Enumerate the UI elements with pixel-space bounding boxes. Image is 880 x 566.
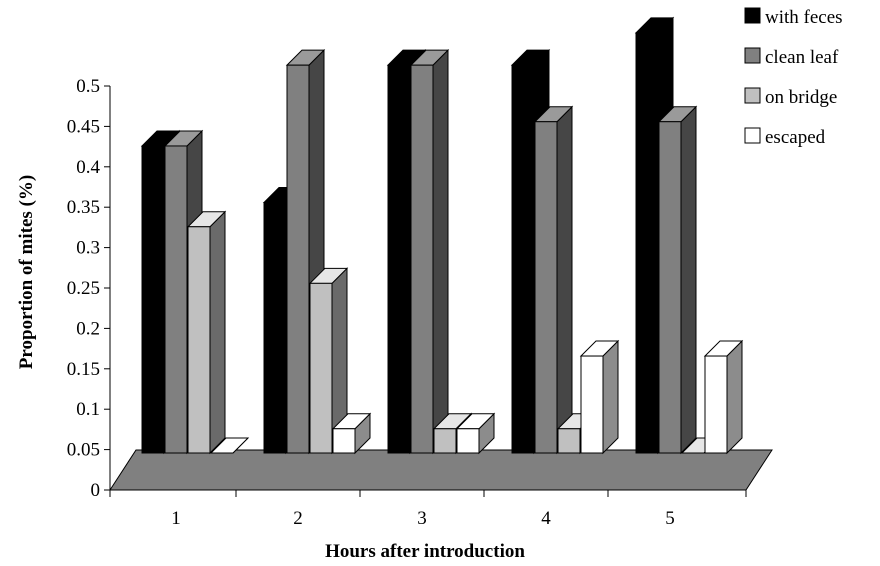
y-tick-label: 0.2: [76, 318, 100, 339]
bar-side: [602, 339, 619, 455]
bar: [308, 267, 349, 455]
legend-item: with feces: [744, 7, 843, 28]
bar-front: [580, 355, 604, 454]
bar-front: [187, 226, 211, 454]
bar-top: [209, 437, 250, 454]
bar-front: [511, 64, 535, 454]
legend-swatch: [744, 47, 761, 64]
legend-item: escaped: [744, 127, 826, 148]
x-tick-label: 2: [293, 508, 303, 529]
bar-front: [164, 145, 188, 454]
legend-item: clean leaf: [744, 47, 839, 68]
bar-front: [557, 428, 581, 454]
y-tick-label: 0.3: [76, 238, 100, 259]
bar-side: [209, 210, 226, 455]
bar: [703, 339, 744, 455]
bar-front: [387, 64, 411, 454]
chart-floor: [109, 449, 773, 491]
bar: [579, 339, 620, 455]
bar-side: [556, 105, 573, 455]
x-axis-title: Hours after introduction: [325, 541, 525, 562]
y-tick-label: 0.15: [67, 359, 100, 380]
x-tick-label: 3: [417, 508, 427, 529]
bar-front: [456, 428, 480, 454]
bar: [455, 412, 496, 455]
bar: [186, 210, 227, 455]
y-tick-label: 0.05: [67, 440, 100, 461]
y-tick-label: 0.35: [67, 197, 100, 218]
bar-front: [141, 145, 165, 454]
y-tick-label: 0.4: [76, 157, 100, 178]
bar-front: [332, 428, 356, 454]
x-axis: 1 2 3 4 5: [109, 489, 747, 529]
bar-front: [534, 121, 558, 454]
y-tick-label: 0.45: [67, 116, 100, 137]
bar-front: [433, 428, 457, 454]
legend: with feces clean leaf on bridge escaped: [744, 7, 843, 148]
x-tick-label: 1: [171, 508, 181, 529]
bar: [209, 437, 250, 454]
y-tick-label: 0.25: [67, 278, 100, 299]
legend-swatch: [744, 127, 761, 144]
bar-front: [658, 121, 682, 454]
bar-front: [263, 202, 287, 454]
bar: [331, 412, 372, 455]
bar-front: [309, 282, 333, 454]
floor-plane: [109, 449, 773, 491]
bars: [140, 16, 744, 455]
bar-front: [635, 32, 659, 454]
legend-item: on bridge: [744, 87, 837, 108]
x-tick-label: 5: [665, 508, 675, 529]
bar: [657, 105, 698, 455]
y-tick-label: 0: [91, 480, 101, 501]
legend-label: clean leaf: [765, 47, 839, 68]
bar: [409, 48, 450, 455]
bar-front: [410, 64, 434, 454]
legend-label: escaped: [765, 127, 826, 148]
bar-side: [432, 48, 449, 455]
legend-label: with feces: [765, 7, 843, 28]
bar-side: [726, 339, 743, 455]
bar-side: [680, 105, 697, 455]
x-tick-label: 4: [541, 508, 551, 529]
y-axis-title: Proportion of mites (%): [16, 175, 37, 369]
bar-front: [704, 355, 728, 454]
y-tick-label: 0.1: [76, 399, 100, 420]
bar: [533, 105, 574, 455]
y-tick-label: 0.5: [76, 76, 100, 97]
bar-front: [286, 64, 310, 454]
legend-swatch: [744, 7, 761, 24]
legend-swatch: [744, 87, 761, 104]
y-axis: 0 0.05 0.1 0.15 0.2 0.25 0.3 0.35 0.4 0.45 0.5: [67, 76, 111, 501]
legend-label: on bridge: [765, 87, 837, 108]
